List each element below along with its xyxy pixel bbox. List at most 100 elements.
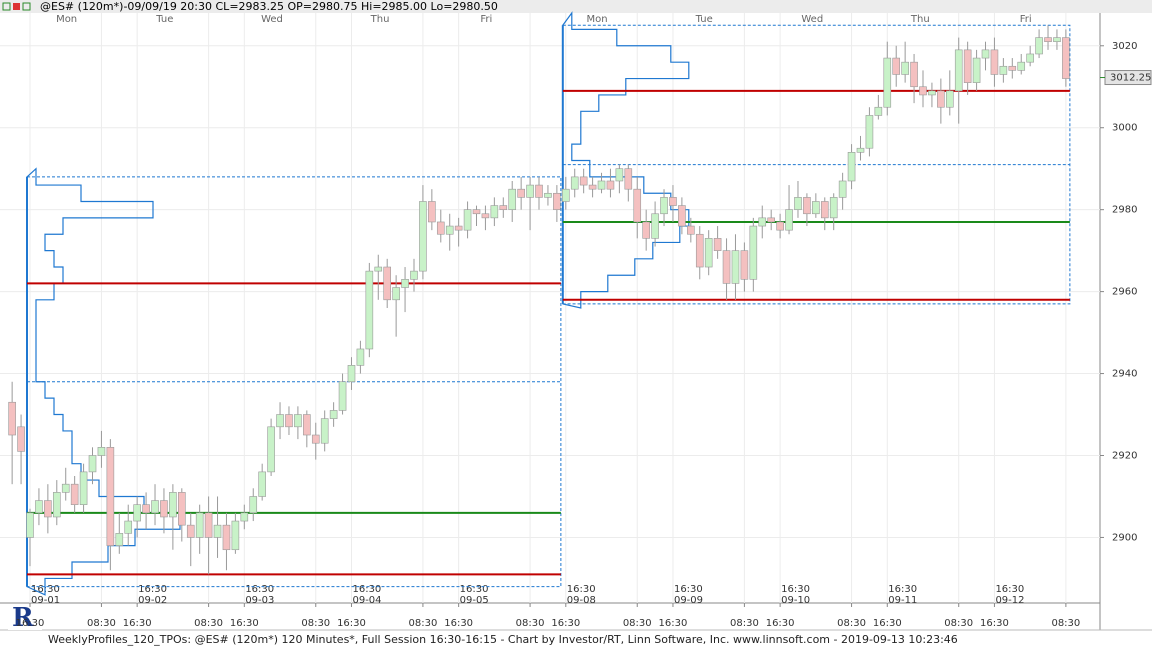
tpo-profile — [26, 167, 181, 596]
candle-body — [276, 414, 284, 428]
candle-body — [320, 418, 329, 444]
x-tick-label: 08:30 — [516, 618, 545, 629]
candle-body — [294, 414, 302, 428]
candle-body — [945, 90, 954, 108]
x-tick-label: 08:30 — [87, 618, 116, 629]
candle-body — [660, 197, 668, 215]
candle-body — [97, 447, 106, 456]
header-icon — [22, 2, 31, 11]
candle-body — [374, 266, 383, 272]
candle-body — [231, 520, 240, 551]
candle-body — [526, 184, 534, 198]
candle-body — [285, 414, 293, 428]
day-label: Mon — [56, 14, 77, 25]
candle-body — [615, 168, 624, 182]
candle-body — [990, 49, 999, 75]
candle-body — [999, 65, 1008, 75]
candle-body — [240, 512, 249, 522]
tpo-profile — [562, 11, 690, 309]
candle-body — [972, 57, 981, 83]
last-price-label: 3012.25 — [1110, 73, 1151, 84]
candle-body — [776, 221, 784, 231]
candle-body — [419, 201, 427, 272]
candle-body — [1053, 37, 1061, 42]
candle-body — [928, 90, 936, 96]
session-date-label: 09-10 — [781, 595, 810, 606]
candle-body — [856, 147, 865, 153]
session-date-label: 09-02 — [138, 595, 167, 606]
candle-body — [892, 57, 901, 75]
candle-body — [642, 221, 650, 239]
candle-body — [669, 197, 677, 206]
x-tick-label: 16:30 — [444, 618, 473, 629]
x-tick-label: 08:30 — [944, 618, 973, 629]
candle-body — [704, 238, 713, 268]
candle-body — [981, 49, 990, 59]
candle-body — [445, 225, 454, 235]
session-date-label: 09-03 — [245, 595, 274, 606]
candle-body — [1017, 61, 1026, 71]
day-label: Thu — [910, 14, 930, 25]
session-time-label: 16:30 — [567, 584, 596, 595]
candle-body — [454, 225, 463, 231]
session-date-label: 09-01 — [31, 595, 60, 606]
candle-body — [606, 180, 615, 190]
x-tick-label: 08:30 — [194, 618, 223, 629]
header-icon — [13, 3, 20, 10]
candle-body — [436, 221, 445, 235]
candle-body — [803, 197, 811, 215]
candle-body — [722, 250, 731, 284]
candle-body — [311, 434, 320, 444]
candle-body — [178, 492, 186, 526]
candle-body — [794, 197, 802, 210]
candle-body — [338, 381, 347, 411]
y-tick-label: 2900 — [1112, 532, 1137, 543]
candle-body — [901, 61, 909, 75]
x-tick-label: 16:30 — [766, 618, 795, 629]
candle-body — [133, 504, 141, 522]
logo-bg — [8, 606, 42, 630]
x-tick-label: 08:30 — [623, 618, 652, 629]
day-label: Wed — [801, 14, 823, 25]
candle-body — [365, 270, 374, 350]
candle-body — [70, 483, 79, 505]
candle-body — [115, 533, 124, 546]
candle-body — [383, 266, 392, 301]
day-label: Fri — [480, 14, 492, 25]
session-time-label: 16:30 — [460, 584, 489, 595]
candle-body — [544, 192, 552, 198]
candle-body — [410, 270, 418, 280]
logo-letter: R — [12, 603, 34, 633]
candle-body — [910, 61, 918, 88]
day-label: Thu — [370, 14, 390, 25]
candle-body — [1008, 65, 1017, 71]
candle-body — [758, 217, 767, 227]
session-time-label: 16:30 — [995, 584, 1024, 595]
candle-body — [919, 86, 927, 96]
candle-body — [44, 500, 52, 518]
x-tick-label: 16:30 — [16, 618, 45, 629]
candle-body — [785, 209, 793, 231]
candle-body — [1062, 37, 1070, 79]
candle-body — [508, 188, 517, 210]
header-bar — [0, 0, 1152, 13]
candle-body — [106, 447, 115, 546]
candle-body — [579, 176, 588, 186]
candle-body — [204, 512, 213, 538]
candle-body — [329, 410, 338, 419]
session-time-label: 16:30 — [138, 584, 167, 595]
x-tick-label: 16:30 — [123, 618, 152, 629]
candle-body — [490, 205, 499, 219]
candle-body — [963, 49, 972, 83]
candle-body — [767, 217, 775, 223]
x-tick-label: 08:30 — [301, 618, 330, 629]
candle-body — [169, 492, 177, 518]
candle-body — [874, 106, 883, 116]
session-time-label: 16:30 — [352, 584, 381, 595]
candle-body — [151, 500, 159, 514]
candle-body — [820, 201, 829, 219]
candle-body — [731, 250, 740, 284]
y-tick-label: 2980 — [1112, 205, 1137, 216]
candle-body — [61, 483, 70, 493]
